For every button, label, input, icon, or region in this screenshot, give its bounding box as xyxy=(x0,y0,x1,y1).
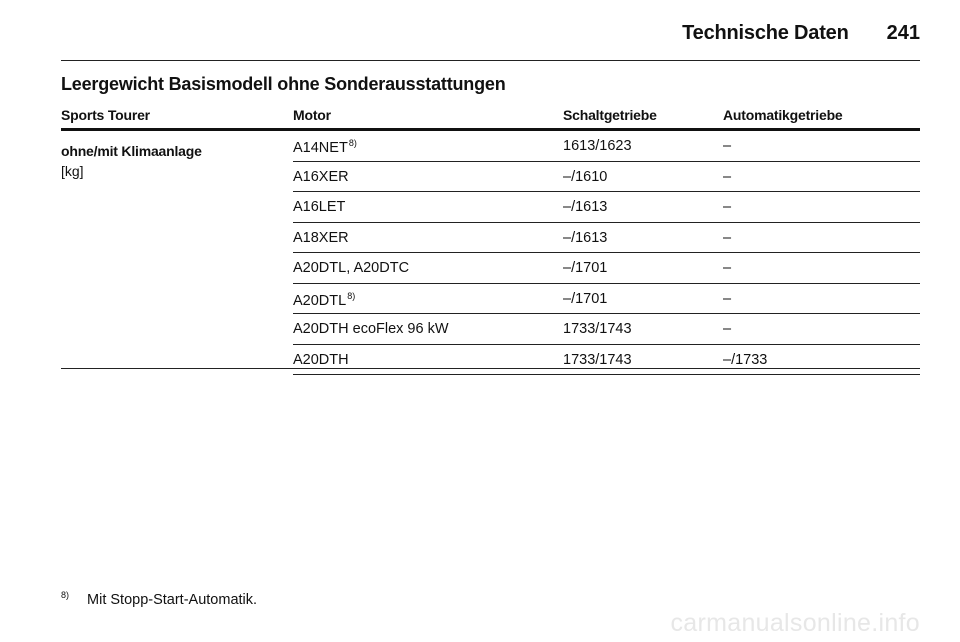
table-row: A20DTH 1733/1743 –/1733 xyxy=(293,345,920,375)
cell-automatikgetriebe: – xyxy=(723,168,732,185)
cell-automatikgetriebe: –/1733 xyxy=(723,351,768,368)
cell-motor: A20DTL, A20DTC xyxy=(293,260,409,276)
cell-motor: A16LET xyxy=(293,199,345,215)
section-title: Leergewicht Basismodell ohne Sonderausst… xyxy=(61,74,506,94)
cell-automatikgetriebe: – xyxy=(723,321,732,337)
footnote-ref: 8) xyxy=(348,138,357,148)
row-label-unit: [kg] xyxy=(61,163,84,179)
motor-name: A20DTH ecoFlex 96 kW xyxy=(293,321,449,337)
cell-schaltgetriebe: –/1613 xyxy=(563,229,608,246)
column-header-motor: Motor xyxy=(293,107,331,123)
motor-name: A20DTL, A20DTC xyxy=(293,260,410,276)
cell-automatikgetriebe: – xyxy=(723,290,732,307)
cell-schaltgetriebe: –/1613 xyxy=(563,199,608,215)
row-group-label: ohne/mit Klimaanlage [kg] xyxy=(61,141,202,181)
table-bottom-rule xyxy=(61,368,920,369)
table-row: A20DTL8) –/1701 – xyxy=(293,284,920,314)
table-header-row: Sports Tourer Motor Schaltgetriebe Autom… xyxy=(61,107,920,131)
cell-motor: A18XER xyxy=(293,230,349,246)
table-row: A18XER –/1613 – xyxy=(293,223,920,253)
weight-table: Sports Tourer Motor Schaltgetriebe Autom… xyxy=(61,107,920,375)
cell-motor: A14NET8) xyxy=(293,138,357,156)
footnote: 8) Mit Stopp-Start-Automatik. xyxy=(61,590,257,608)
motor-name: A14NET xyxy=(293,140,348,156)
cell-motor: A20DTL8) xyxy=(293,291,355,309)
cell-automatikgetriebe: – xyxy=(723,229,732,246)
cell-automatikgetriebe: – xyxy=(723,199,732,215)
cell-schaltgetriebe: –/1701 xyxy=(563,260,608,276)
motor-name: A20DTH xyxy=(293,351,349,368)
column-header-automatikgetriebe: Automatikgetriebe xyxy=(723,107,843,123)
header-divider xyxy=(61,60,920,61)
row-label-klimaanlage: ohne/mit Klimaanlage xyxy=(61,143,202,159)
motor-name: A16LET xyxy=(293,199,346,215)
cell-schaltgetriebe: 1733/1743 xyxy=(563,321,632,337)
column-header-schaltgetriebe: Schaltgetriebe xyxy=(563,107,657,123)
cell-schaltgetriebe: –/1610 xyxy=(563,168,608,185)
table-row: A14NET8) 1613/1623 – xyxy=(293,131,920,162)
table-row: A20DTL, A20DTC –/1701 – xyxy=(293,253,920,284)
motor-name: A16XER xyxy=(293,168,349,185)
cell-motor: A20DTH ecoFlex 96 kW xyxy=(293,321,449,337)
cell-automatikgetriebe: – xyxy=(723,260,732,276)
cell-schaltgetriebe: –/1701 xyxy=(563,290,608,307)
table-row: A20DTH ecoFlex 96 kW 1733/1743 – xyxy=(293,314,920,345)
cell-automatikgetriebe: – xyxy=(723,138,732,154)
motor-name: A20DTL xyxy=(293,292,347,309)
cell-schaltgetriebe: 1613/1623 xyxy=(563,138,632,154)
table-rows: A14NET8) 1613/1623– A16XER –/1610– A16LET –/1… xyxy=(293,131,920,375)
footnote-ref: 8) xyxy=(347,290,356,301)
header-title: Technische Daten xyxy=(682,21,849,44)
motor-name: A18XER xyxy=(293,229,349,246)
cell-motor: A16XER xyxy=(293,169,349,185)
page-number: 241 xyxy=(886,21,920,44)
page-header: Technische Daten 241 xyxy=(682,19,920,47)
header-rule-thick xyxy=(61,128,920,131)
table-body: ohne/mit Klimaanlage [kg] A14NET8) 1613/1… xyxy=(61,131,920,375)
watermark: carmanualsonline.info xyxy=(670,609,920,637)
cell-schaltgetriebe: 1733/1743 xyxy=(563,351,632,368)
column-header-sports-tourer: Sports Tourer xyxy=(61,107,150,123)
footnote-text: Mit Stopp-Start-Automatik. xyxy=(87,592,258,608)
table-row: A16LET –/1613 – xyxy=(293,192,920,223)
footnote-marker: 8) xyxy=(61,590,70,600)
cell-motor: A20DTH xyxy=(293,352,349,368)
table-row: A16XER –/1610 – xyxy=(293,162,920,192)
